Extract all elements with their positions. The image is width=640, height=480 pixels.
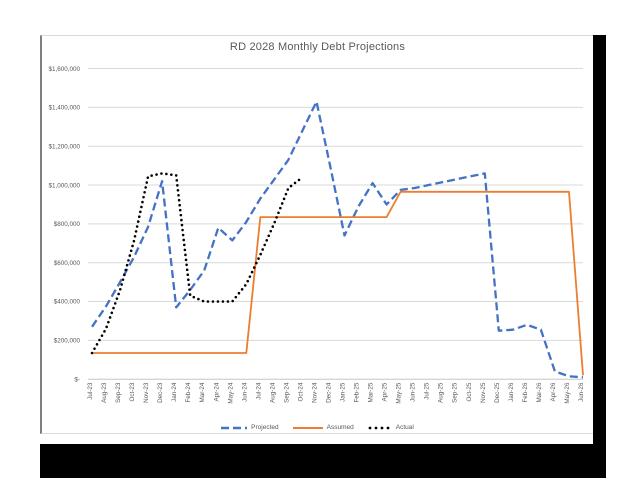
svg-text:Jun-26: Jun-26 bbox=[578, 382, 585, 402]
svg-text:Mar-25: Mar-25 bbox=[368, 382, 375, 402]
dotted-line-icon bbox=[368, 426, 392, 429]
svg-text:Jul-25: Jul-25 bbox=[424, 382, 431, 400]
chart-legend: Projected Assumed Actual bbox=[42, 424, 593, 431]
svg-text:Aug-25: Aug-25 bbox=[438, 382, 445, 403]
solid-line-icon bbox=[292, 426, 323, 429]
svg-text:Jan-25: Jan-25 bbox=[340, 382, 347, 402]
svg-text:$800,000: $800,000 bbox=[54, 221, 81, 228]
svg-text:May-25: May-25 bbox=[396, 382, 403, 403]
legend-label-assumed: Assumed bbox=[326, 424, 354, 431]
svg-text:Apr-24: Apr-24 bbox=[213, 382, 220, 401]
svg-text:Sep-25: Sep-25 bbox=[452, 382, 459, 403]
svg-text:Jun-24: Jun-24 bbox=[241, 382, 248, 402]
svg-text:Sep-23: Sep-23 bbox=[115, 382, 122, 403]
svg-text:May-26: May-26 bbox=[564, 382, 571, 403]
svg-text:$1,000,000: $1,000,000 bbox=[48, 182, 80, 189]
svg-text:$200,000: $200,000 bbox=[54, 338, 81, 345]
svg-text:Nov-24: Nov-24 bbox=[311, 382, 318, 403]
svg-text:Jul-24: Jul-24 bbox=[255, 382, 262, 400]
svg-text:Oct-23: Oct-23 bbox=[129, 382, 136, 401]
svg-text:Jun-25: Jun-25 bbox=[410, 382, 417, 402]
svg-text:$600,000: $600,000 bbox=[54, 260, 81, 267]
svg-text:$1,600,000: $1,600,000 bbox=[48, 66, 80, 73]
dashed-line-icon bbox=[221, 426, 248, 429]
svg-text:Feb-25: Feb-25 bbox=[354, 382, 361, 402]
chart-title: RD 2028 Monthly Debt Projections bbox=[229, 41, 406, 53]
legend-label-actual: Actual bbox=[395, 424, 414, 431]
svg-text:Mar-26: Mar-26 bbox=[536, 382, 543, 402]
svg-text:Jan-24: Jan-24 bbox=[171, 382, 178, 402]
legend-item-assumed: Assumed bbox=[292, 424, 354, 431]
chart-panel[interactable]: $- $200,000 $400,000 $600,000 $800,000 $1,000… bbox=[40, 35, 593, 434]
svg-text:$1,200,000: $1,200,000 bbox=[48, 143, 80, 150]
svg-text:Mar-24: Mar-24 bbox=[199, 382, 206, 402]
svg-text:Dec-25: Dec-25 bbox=[494, 382, 501, 403]
svg-text:Aug-24: Aug-24 bbox=[269, 382, 276, 403]
svg-text:Feb-24: Feb-24 bbox=[185, 382, 192, 402]
black-bar-right bbox=[593, 35, 606, 478]
svg-text:May-24: May-24 bbox=[227, 382, 234, 403]
svg-text:Dec-24: Dec-24 bbox=[325, 382, 332, 403]
black-bar-bottom bbox=[40, 444, 593, 478]
svg-text:Apr-26: Apr-26 bbox=[550, 382, 557, 401]
svg-text:Nov-25: Nov-25 bbox=[480, 382, 487, 403]
svg-text:Feb-26: Feb-26 bbox=[522, 382, 529, 402]
svg-text:Jul-23: Jul-23 bbox=[87, 382, 94, 400]
svg-text:$1,400,000: $1,400,000 bbox=[48, 105, 80, 112]
legend-item-projected: Projected bbox=[221, 424, 279, 431]
svg-text:Dec-23: Dec-23 bbox=[157, 382, 164, 403]
svg-text:Oct-25: Oct-25 bbox=[466, 382, 473, 401]
legend-item-actual: Actual bbox=[368, 424, 414, 431]
svg-text:Oct-24: Oct-24 bbox=[297, 382, 304, 401]
svg-text:Apr-25: Apr-25 bbox=[382, 382, 389, 401]
plot-area: $- $200,000 $400,000 $600,000 $800,000 $1,000… bbox=[48, 66, 585, 404]
svg-text:Aug-23: Aug-23 bbox=[101, 382, 108, 403]
svg-text:Sep-24: Sep-24 bbox=[283, 382, 290, 403]
svg-text:Jan-26: Jan-26 bbox=[508, 382, 515, 402]
svg-text:$400,000: $400,000 bbox=[54, 299, 81, 306]
svg-text:Nov-23: Nov-23 bbox=[143, 382, 150, 403]
legend-label-projected: Projected bbox=[251, 424, 279, 431]
svg-text:$-: $- bbox=[74, 376, 80, 383]
